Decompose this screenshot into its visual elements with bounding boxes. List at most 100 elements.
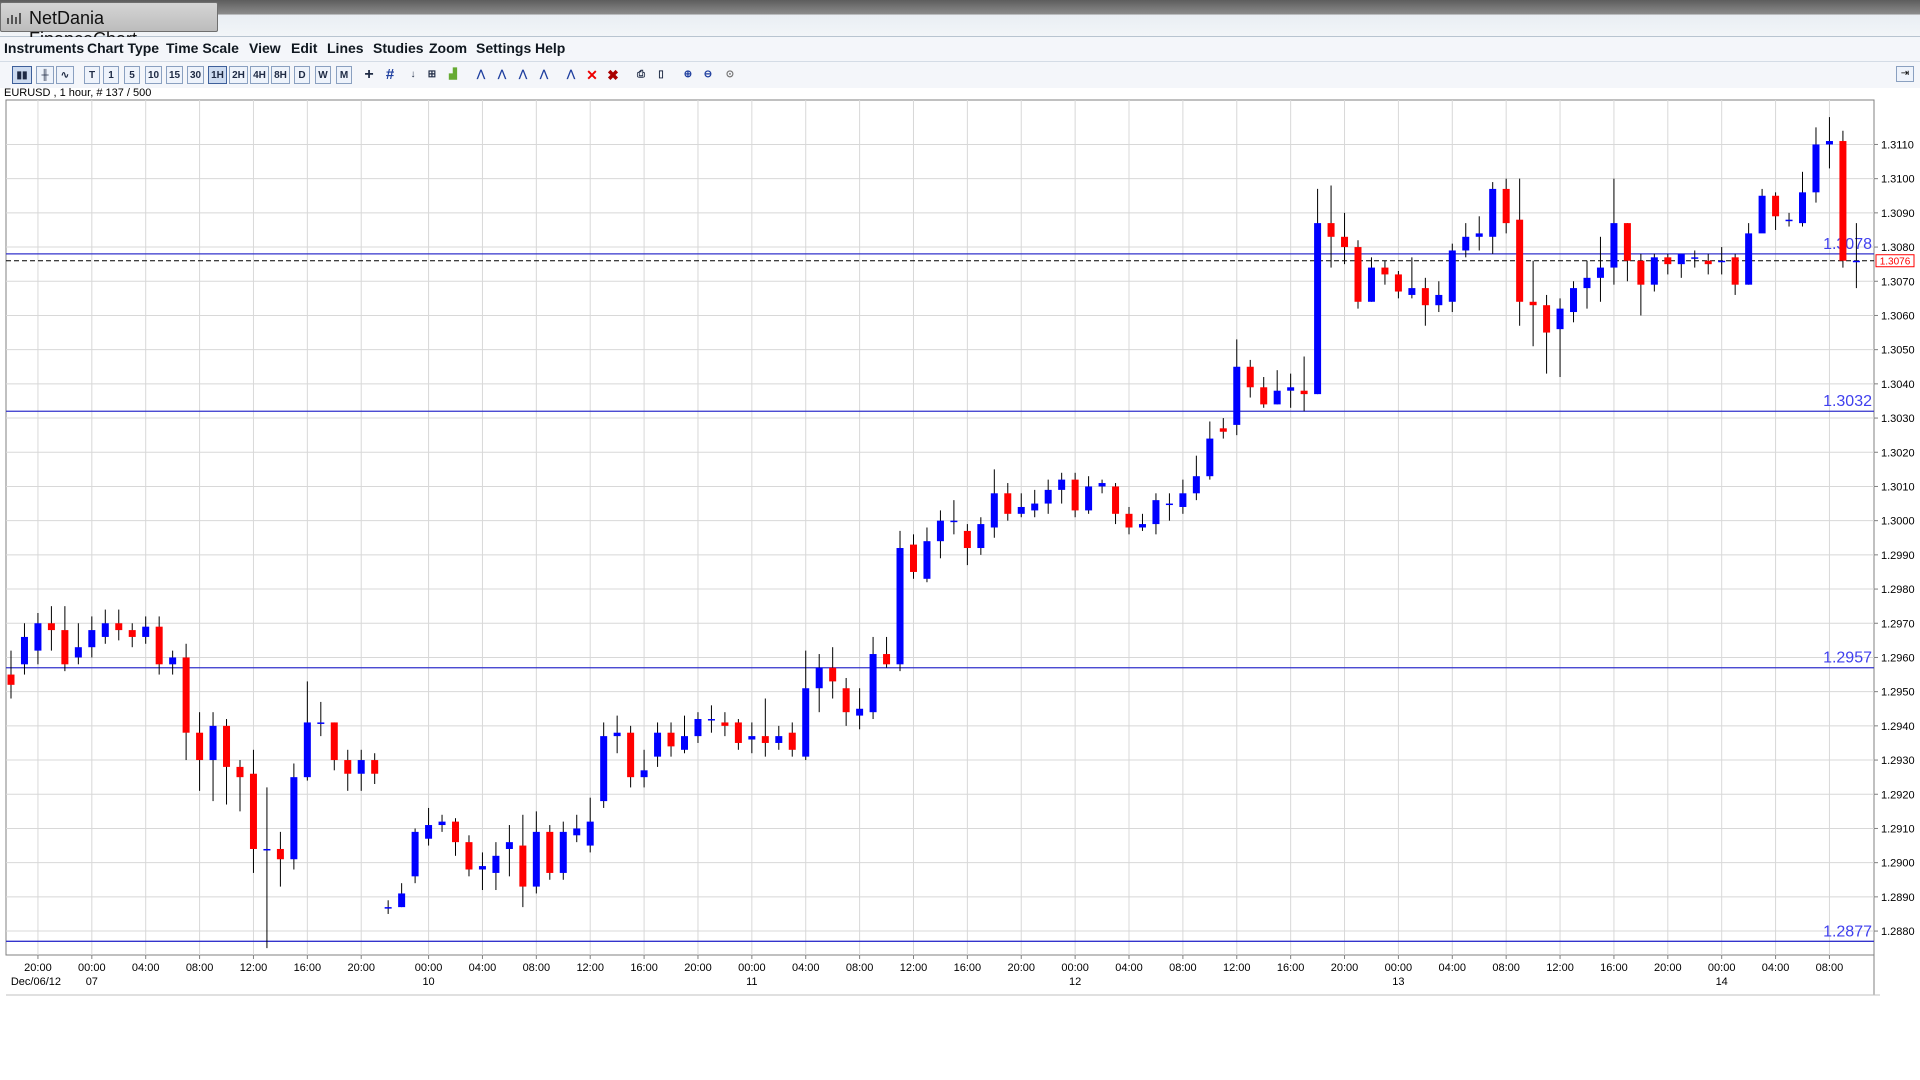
- x-tick-label: 04:00: [469, 962, 497, 974]
- menu-view[interactable]: View: [249, 40, 281, 56]
- timeframe-button-8h[interactable]: 8H: [271, 66, 290, 84]
- zoom-out-icon[interactable]: ⊖: [703, 69, 713, 80]
- candle-body: [317, 722, 325, 724]
- candle-body: [883, 654, 891, 665]
- arc-icon[interactable]: ⋀: [539, 69, 549, 80]
- candle-body: [169, 657, 177, 665]
- candle-body: [1852, 260, 1860, 263]
- delete-icon[interactable]: ✕: [586, 67, 598, 83]
- volume-icon[interactable]: ▟: [449, 69, 457, 80]
- delete-all-icon[interactable]: ✖: [607, 67, 619, 83]
- candle: [478, 852, 486, 891]
- candle-body: [1799, 192, 1807, 224]
- timeframe-button-2h[interactable]: 2H: [229, 66, 248, 84]
- candle: [452, 818, 460, 856]
- menu-lines[interactable]: Lines: [327, 40, 364, 56]
- window-title-tab[interactable]: NetDania FinanceChart: [0, 2, 218, 49]
- menu-instruments[interactable]: Instruments: [4, 40, 85, 56]
- timeframe-button-4h[interactable]: 4H: [250, 66, 269, 84]
- candle: [169, 650, 177, 675]
- timeframe-button-1[interactable]: 1: [103, 66, 119, 84]
- timeframe-button-15[interactable]: 15: [166, 66, 183, 84]
- x-tick-label: 00:00: [78, 962, 106, 974]
- candle-body: [936, 520, 944, 542]
- menu-zoom[interactable]: Zoom: [429, 40, 468, 56]
- menu-time-scale[interactable]: Time Scale: [166, 40, 239, 56]
- timeframe-button-w[interactable]: W: [315, 66, 331, 84]
- candle: [1852, 223, 1860, 289]
- candle: [74, 623, 82, 665]
- zoom-in-icon[interactable]: ⊕: [683, 69, 693, 80]
- candle: [1731, 253, 1739, 295]
- y-tick-label: 1.2920: [1881, 789, 1915, 801]
- panel-toggle-icon[interactable]: ⇥: [1896, 66, 1914, 82]
- timeframe-button-t[interactable]: T: [84, 66, 100, 84]
- timeframe-button-m[interactable]: M: [336, 66, 352, 84]
- candle-body: [1179, 493, 1187, 507]
- x-tick-label: 08:00: [1816, 962, 1844, 974]
- candle-body: [694, 719, 702, 737]
- candle: [1354, 240, 1362, 309]
- candle-body: [425, 825, 433, 839]
- crosshair-icon[interactable]: +: [364, 66, 374, 83]
- candle-body: [1637, 260, 1645, 285]
- candle-body: [411, 831, 419, 877]
- x-tick-label: 20:00: [1007, 962, 1035, 974]
- candle-body: [492, 855, 500, 873]
- x-date-label: Dec/06/12: [11, 976, 61, 988]
- candle: [1233, 339, 1241, 436]
- candle: [1435, 281, 1443, 313]
- x-tick-label: 00:00: [1385, 962, 1413, 974]
- print-icon[interactable]: ⎙: [637, 69, 645, 80]
- timeframe-button-5[interactable]: 5: [124, 66, 140, 84]
- trendline-icon[interactable]: ⋀: [476, 69, 486, 80]
- bar-chart-icon[interactable]: ╫: [36, 66, 54, 84]
- menu-help[interactable]: Help: [535, 40, 566, 56]
- candle-body: [74, 647, 82, 658]
- x-tick-label: 16:00: [1277, 962, 1305, 974]
- candle-body: [1098, 483, 1106, 487]
- candle: [249, 749, 257, 873]
- candle: [761, 698, 769, 757]
- menu-settings[interactable]: Settings: [476, 40, 532, 56]
- candle-body: [88, 630, 96, 648]
- candle-body: [681, 736, 688, 750]
- candle-body: [182, 657, 190, 733]
- candlestick-chart-icon[interactable]: ▮▮: [12, 66, 32, 84]
- cursor-icon[interactable]: ↓: [410, 69, 416, 80]
- candle-body: [1233, 366, 1241, 425]
- menu-edit[interactable]: Edit: [291, 40, 318, 56]
- channel-icon[interactable]: ⋀: [497, 69, 507, 80]
- candle: [1152, 493, 1160, 535]
- candle: [1650, 253, 1658, 292]
- timeframe-button-d[interactable]: D: [294, 66, 310, 84]
- menu-studies[interactable]: Studies: [373, 40, 424, 56]
- line-chart-icon[interactable]: ∿: [56, 66, 74, 84]
- candle: [1031, 489, 1039, 518]
- fibonacci-icon[interactable]: ⋀: [518, 69, 528, 80]
- edit-line-icon[interactable]: ⋀: [566, 69, 576, 80]
- candle: [1596, 236, 1604, 302]
- grid-icon[interactable]: #: [385, 66, 395, 83]
- candle: [34, 613, 42, 665]
- candle: [681, 715, 688, 754]
- candle-body: [923, 541, 931, 579]
- zoom-reset-icon[interactable]: ⊙: [725, 69, 735, 80]
- candle-body: [1462, 236, 1470, 251]
- timeframe-button-1h[interactable]: 1H: [208, 66, 227, 84]
- candle-body: [707, 719, 715, 721]
- menu-chart-type[interactable]: Chart Type: [87, 40, 160, 56]
- timeframe-button-10[interactable]: 10: [145, 66, 162, 84]
- candle-body: [1287, 387, 1295, 391]
- candle: [963, 524, 971, 566]
- print-preview-icon[interactable]: ▯: [658, 69, 664, 80]
- candle: [532, 811, 540, 894]
- ruler-icon[interactable]: ⊞: [427, 69, 437, 80]
- candle: [990, 469, 998, 538]
- current-price-box: [1875, 254, 1915, 268]
- candle-body: [1677, 253, 1685, 265]
- candle-body: [1704, 260, 1712, 265]
- timeframe-button-30[interactable]: 30: [187, 66, 204, 84]
- candle: [209, 712, 217, 802]
